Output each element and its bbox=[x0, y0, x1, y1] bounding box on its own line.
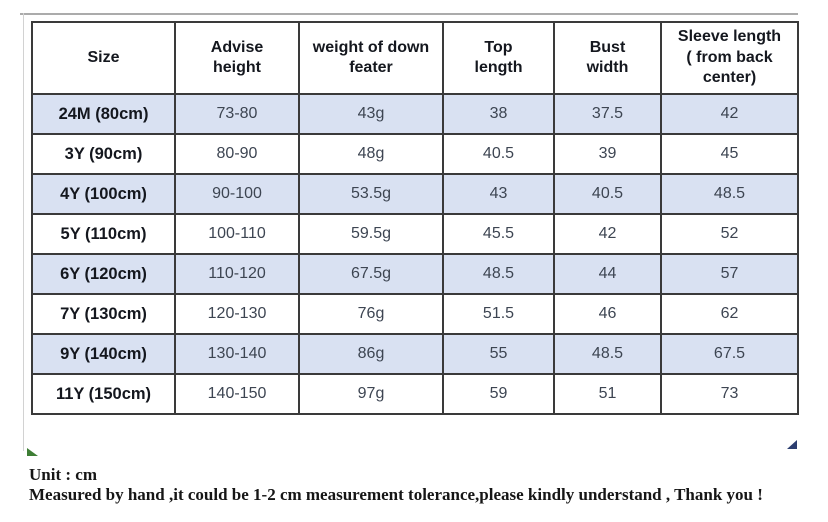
cell-value: 43 bbox=[442, 173, 555, 215]
cell-value: 48g bbox=[298, 133, 444, 175]
cell-value: 80-90 bbox=[174, 133, 300, 175]
cell-value: 52 bbox=[660, 213, 799, 255]
cell-value: 110-120 bbox=[174, 253, 300, 295]
cell-value: 59.5g bbox=[298, 213, 444, 255]
notes: Unit : cm Measured by hand ,it could be … bbox=[29, 465, 763, 505]
tolerance-note: Measured by hand ,it could be 1-2 cm mea… bbox=[29, 485, 763, 504]
column-header: Advise height bbox=[174, 21, 300, 95]
cell-value: 46 bbox=[553, 293, 662, 335]
table-row: 24M (80cm) 73-80 43g 38 37.5 42 bbox=[31, 93, 799, 135]
cell-value: 39 bbox=[553, 133, 662, 175]
cell-value: 40.5 bbox=[553, 173, 662, 215]
cell-value: 67.5 bbox=[660, 333, 799, 375]
cell-value: 140-150 bbox=[174, 373, 300, 415]
spreadsheet-gridline-horizontal bbox=[20, 13, 798, 15]
cell-value: 38 bbox=[442, 93, 555, 135]
table-row: 7Y (130cm) 120-130 76g 51.5 46 62 bbox=[31, 293, 799, 335]
table-header: Size Advise height weight of down feater To… bbox=[31, 21, 799, 95]
cell-value: 44 bbox=[553, 253, 662, 295]
cell-value: 62 bbox=[660, 293, 799, 335]
row-size-label: 4Y (100cm) bbox=[31, 173, 176, 215]
cell-value: 42 bbox=[553, 213, 662, 255]
spreadsheet-gridline-vertical bbox=[23, 13, 24, 451]
cell-value: 97g bbox=[298, 373, 444, 415]
cell-value: 48.5 bbox=[553, 333, 662, 375]
table-row: 6Y (120cm) 110-120 67.5g 48.5 44 57 bbox=[31, 253, 799, 295]
table-row: 3Y (90cm) 80-90 48g 40.5 39 45 bbox=[31, 133, 799, 175]
header-row: Size Advise height weight of down feater To… bbox=[31, 21, 799, 95]
cell-value: 51 bbox=[553, 373, 662, 415]
cell-value: 76g bbox=[298, 293, 444, 335]
cell-value: 43g bbox=[298, 93, 444, 135]
cell-value: 45 bbox=[660, 133, 799, 175]
cell-value: 86g bbox=[298, 333, 444, 375]
table-row: 5Y (110cm) 100-110 59.5g 45.5 42 52 bbox=[31, 213, 799, 255]
row-size-label: 5Y (110cm) bbox=[31, 213, 176, 255]
column-header: Bust width bbox=[553, 21, 662, 95]
cell-value: 100-110 bbox=[174, 213, 300, 255]
cell-value: 42 bbox=[660, 93, 799, 135]
cell-value: 37.5 bbox=[553, 93, 662, 135]
cell-value: 48.5 bbox=[442, 253, 555, 295]
table-row: 4Y (100cm) 90-100 53.5g 43 40.5 48.5 bbox=[31, 173, 799, 215]
cell-value: 40.5 bbox=[442, 133, 555, 175]
cell-corner-marker-green-triangle bbox=[27, 448, 38, 456]
cell-value: 53.5g bbox=[298, 173, 444, 215]
cell-value: 48.5 bbox=[660, 173, 799, 215]
row-size-label: 9Y (140cm) bbox=[31, 333, 176, 375]
table-body: 24M (80cm) 73-80 43g 38 37.5 42 3Y (90cm) 80-90… bbox=[31, 93, 799, 415]
table-row: 9Y (140cm) 130-140 86g 55 48.5 67.5 bbox=[31, 333, 799, 375]
cell-value: 51.5 bbox=[442, 293, 555, 335]
size-chart-table: Size Advise height weight of down feater To… bbox=[31, 21, 799, 415]
column-header: Top length bbox=[442, 21, 555, 95]
row-size-label: 7Y (130cm) bbox=[31, 293, 176, 335]
cell-value: 73-80 bbox=[174, 93, 300, 135]
cell-value: 59 bbox=[442, 373, 555, 415]
row-size-label: 6Y (120cm) bbox=[31, 253, 176, 295]
column-header-size: Size bbox=[31, 21, 176, 95]
row-size-label: 3Y (90cm) bbox=[31, 133, 176, 175]
cell-value: 55 bbox=[442, 333, 555, 375]
row-size-label: 11Y (150cm) bbox=[31, 373, 176, 415]
cell-corner-marker-navy-triangle bbox=[787, 440, 797, 449]
cell-value: 57 bbox=[660, 253, 799, 295]
cell-value: 130-140 bbox=[174, 333, 300, 375]
unit-note: Unit : cm bbox=[29, 465, 97, 484]
column-header: weight of down feater bbox=[298, 21, 444, 95]
cell-value: 90-100 bbox=[174, 173, 300, 215]
cell-value: 120-130 bbox=[174, 293, 300, 335]
table-row: 11Y (150cm) 140-150 97g 59 51 73 bbox=[31, 373, 799, 415]
column-header: Sleeve length ( from back center) bbox=[660, 21, 799, 95]
cell-value: 73 bbox=[660, 373, 799, 415]
cell-value: 67.5g bbox=[298, 253, 444, 295]
row-size-label: 24M (80cm) bbox=[31, 93, 176, 135]
cell-value: 45.5 bbox=[442, 213, 555, 255]
